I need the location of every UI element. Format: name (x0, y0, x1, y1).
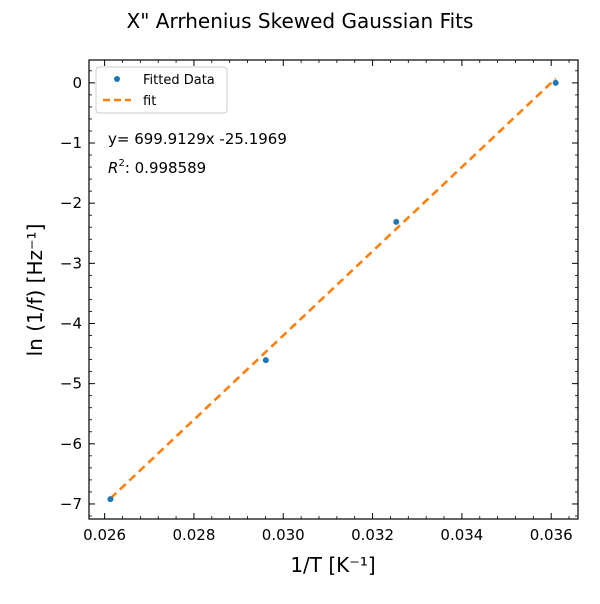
chart-title: X" Arrhenius Skewed Gaussian Fits (127, 9, 474, 33)
x-tick-label: 0.026 (83, 526, 126, 544)
data-point (552, 79, 559, 86)
data-point (107, 496, 114, 503)
r-squared-exponent: 2 (118, 158, 124, 169)
legend: Fitted Data fit (95, 66, 228, 114)
y-tick-label: −7 (60, 495, 82, 513)
y-tick-label: −5 (60, 375, 82, 393)
fit-equation: y= 699.9129x -25.1969 (108, 130, 287, 148)
x-tick-label: 0.036 (530, 526, 573, 544)
legend-label-fit: fit (143, 94, 156, 109)
data-point (262, 357, 269, 364)
y-tick-label: −2 (60, 194, 82, 212)
data-point (393, 218, 400, 225)
x-tick-label: 0.030 (262, 526, 305, 544)
legend-marker-fitted-data (114, 76, 120, 82)
tick-labels: 0.026 0.028 0.030 0.032 0.034 0.036 0 −1 −2 −3 −4 −… (60, 74, 573, 544)
x-tick-label: 0.032 (351, 526, 394, 544)
data-marks (107, 77, 559, 503)
y-tick-label: −3 (60, 254, 82, 272)
x-axis-label: 1/T [K⁻¹] (290, 553, 375, 577)
r-squared-value: : 0.998589 (125, 159, 206, 177)
y-tick-label: −1 (60, 134, 82, 152)
fit-line (109, 77, 557, 500)
r-squared-annotation: R2: 0.998589 (108, 158, 206, 177)
x-tick-label: 0.034 (440, 526, 483, 544)
plot-frame (88, 59, 579, 520)
r-squared-symbol: R (108, 159, 118, 177)
legend-label-fitted-data: Fitted Data (143, 73, 215, 88)
y-tick-label: −4 (60, 314, 82, 332)
y-tick-label: −6 (60, 435, 82, 453)
legend-box (95, 66, 228, 114)
x-tick-label: 0.028 (172, 526, 215, 544)
y-tick-label: 0 (72, 74, 82, 92)
y-axis-label: ln (1/f) [Hz⁻¹] (23, 224, 47, 357)
